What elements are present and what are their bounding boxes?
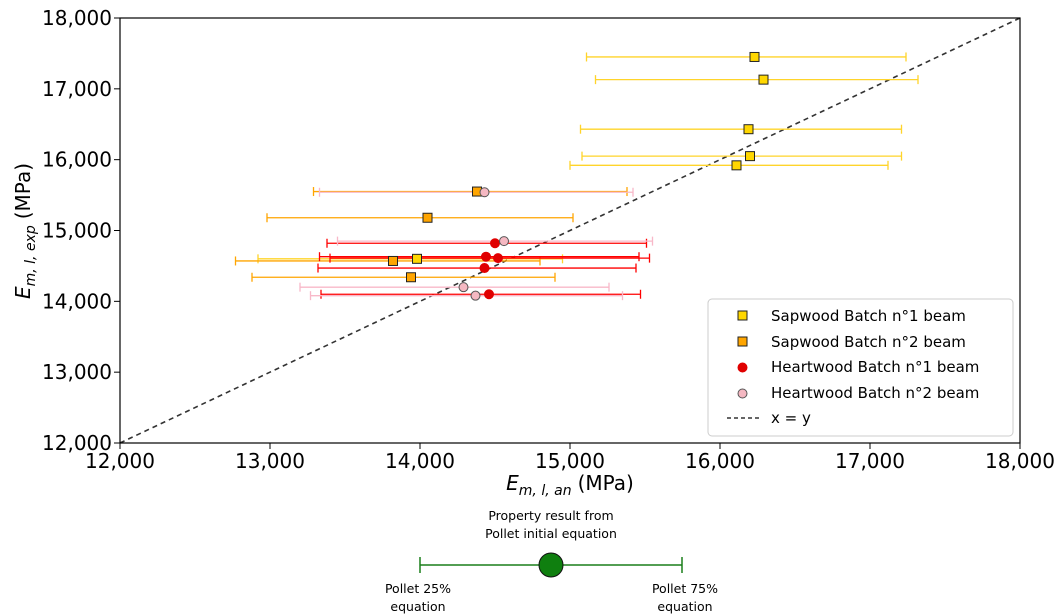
data-point-square	[745, 151, 755, 162]
series-4	[299, 187, 654, 301]
data-point-circle	[479, 187, 490, 198]
legend-label: Sapwood Batch n°2 beam	[771, 333, 966, 351]
legend-item-sapwood-2: Sapwood Batch n°2 beam	[737, 333, 966, 351]
legend-label: x = y	[771, 409, 811, 427]
y-tick-label: 12,000	[42, 431, 112, 455]
data-point-square	[731, 160, 742, 171]
key-left-line2: equation	[390, 599, 445, 614]
legend-marker-circle-pink	[737, 388, 748, 399]
x-tick-label: 13,000	[235, 449, 305, 473]
plot-area	[119, 17, 1021, 444]
key-left-line1: Pollet 25%	[385, 581, 451, 596]
key-center-marker	[538, 552, 564, 578]
x-tick-label: 14,000	[385, 449, 455, 473]
legend-marker-square-gold	[737, 310, 748, 321]
series-markers-2	[388, 186, 482, 283]
data-point-circle	[484, 289, 494, 300]
x-tick-label: 18,000	[985, 449, 1055, 473]
data-point-square	[388, 255, 398, 266]
y-tick-label: 15,000	[42, 219, 112, 243]
y-tick-label: 13,000	[42, 360, 112, 384]
legend-item-heartwood-1: Heartwood Batch n°1 beam	[737, 358, 979, 376]
x-tick-label: 15,000	[535, 449, 605, 473]
legend-label: Heartwood Batch n°2 beam	[771, 384, 979, 402]
series-2	[234, 187, 628, 282]
axes: 12,000 13,000 14,000 15,000 16,000 17,000 18,0…	[42, 6, 1055, 473]
legend-marker-square-orange	[737, 336, 748, 347]
data-point-square	[758, 74, 769, 85]
data-point-circle	[499, 236, 509, 247]
data-point-square	[743, 124, 754, 135]
key-right-line2: equation	[657, 599, 712, 614]
data-point-circle	[479, 263, 490, 274]
legend-label: Sapwood Batch n°1 beam	[771, 307, 966, 325]
legend: Sapwood Batch n°1 beam Sapwood Batch n°2…	[707, 298, 1014, 437]
y-tick-label: 14,000	[42, 289, 112, 313]
data-point-square	[749, 51, 760, 62]
data-point-square	[412, 253, 422, 264]
reference-line-x-equals-y	[119, 17, 1021, 444]
data-point-square	[422, 212, 433, 223]
key-center-line2: Pollet initial equation	[485, 526, 617, 541]
series-markers-1	[412, 51, 769, 264]
legend-marker-circle-red	[737, 362, 748, 373]
data-point-circle	[493, 253, 503, 264]
error-bar-key: Property result from Pollet initial equa…	[385, 508, 718, 614]
y-tick-label: 18,000	[42, 6, 112, 30]
y-axis-label: Em, l, exp(MPa)	[11, 163, 39, 299]
series-1	[257, 52, 919, 264]
x-tick-label: 12,000	[85, 449, 155, 473]
chart-marks	[234, 51, 919, 301]
key-center-line1: Property result from	[488, 508, 613, 523]
x-tick-label: 17,000	[835, 449, 905, 473]
series-markers-3	[479, 238, 503, 300]
data-point-circle	[470, 290, 481, 301]
series-markers-4	[458, 187, 509, 301]
key-right-line1: Pollet 75%	[652, 581, 718, 596]
x-tick-label: 16,000	[685, 449, 755, 473]
legend-label: Heartwood Batch n°1 beam	[771, 358, 979, 376]
legend-item-sapwood-1: Sapwood Batch n°1 beam	[737, 307, 966, 325]
x-axis-label: Em, l, an (MPa)	[506, 471, 634, 499]
data-point-square	[406, 272, 416, 283]
legend-item-heartwood-2: Heartwood Batch n°2 beam	[737, 384, 979, 402]
legend-frame	[707, 298, 1014, 437]
data-point-circle	[481, 251, 491, 262]
data-point-circle	[490, 238, 500, 249]
y-tick-label: 16,000	[42, 148, 112, 172]
data-point-circle	[458, 282, 469, 293]
y-tick-label: 17,000	[42, 77, 112, 101]
legend-item-reference-line: x = y	[727, 409, 811, 427]
